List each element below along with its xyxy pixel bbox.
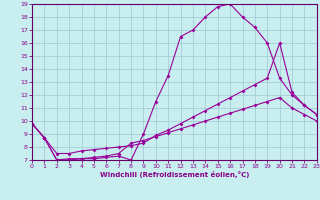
X-axis label: Windchill (Refroidissement éolien,°C): Windchill (Refroidissement éolien,°C) — [100, 171, 249, 178]
